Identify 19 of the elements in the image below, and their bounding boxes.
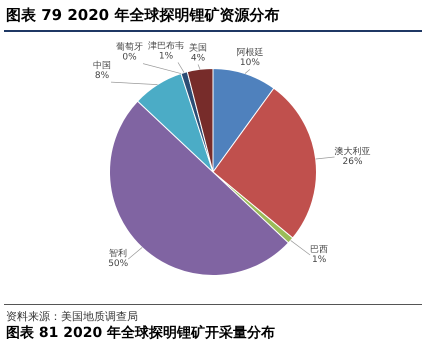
data-label: 26%: [342, 156, 363, 167]
chart-title: 图表 79 2020 年全球探明锂矿资源分布: [6, 6, 280, 25]
slice-label: 智利: [109, 248, 128, 259]
data-label: 50%: [108, 258, 129, 269]
data-label: 4%: [190, 53, 206, 64]
text: 图表 81 2020 年全球探明锂矿开采量分布: [6, 324, 276, 342]
slice-label: 阿根廷: [236, 47, 264, 58]
slice-label: 中国: [93, 60, 112, 71]
text: 0%: [122, 52, 137, 62]
text: 资料来源：美国地质调查局: [6, 309, 138, 324]
data-label: 8%: [94, 70, 110, 81]
data-label: 10%: [240, 58, 260, 68]
slice-label: 巴西: [310, 244, 328, 255]
data-label: 1%: [158, 51, 174, 62]
slice-label: 澳大利亚: [334, 146, 371, 157]
data-label: 1%: [312, 254, 327, 265]
slice-label: 美国: [189, 42, 208, 54]
slice-label: 津巴布韦: [148, 40, 184, 52]
category-label: 葡萄牙: [116, 42, 144, 52]
